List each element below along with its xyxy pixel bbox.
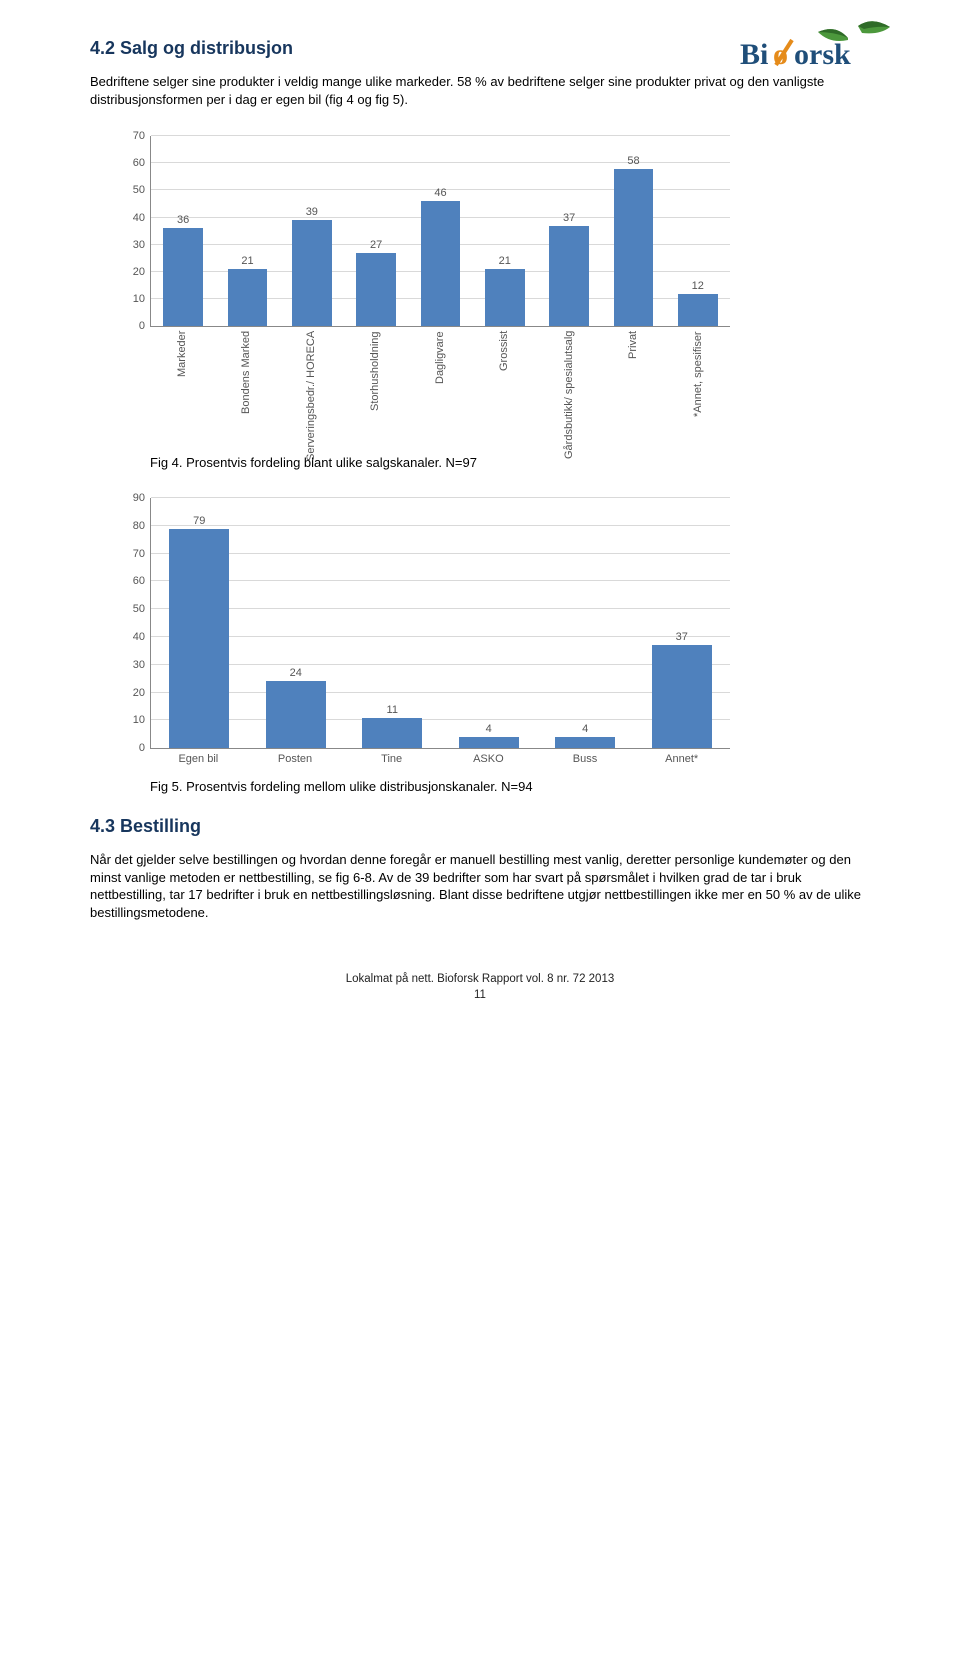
chart-fig4: 010203040506070362139274621375812 Marked… [150,136,730,441]
footer-page-number: 11 [90,987,870,1003]
y-tick-label: 90 [133,492,151,504]
caption-fig4: Fig 4. Prosentvis fordeling blant ulike … [150,455,870,470]
x-axis-label: Grossist [472,331,536,441]
svg-text:Bi: Bi [740,38,768,71]
bar-slot: 58 [601,136,665,326]
bar-value-label: 24 [290,667,302,681]
x-axis-label: Privat [601,331,665,441]
section-4-3-heading: 4.3 Bestilling [90,816,870,837]
x-axis-label: ASKO [440,753,537,765]
bar-slot: 46 [408,136,472,326]
x-axis-label: *Annet, spesifiser [666,331,730,441]
footer-report-ref: Lokalmat på nett. Bioforsk Rapport vol. … [90,971,870,987]
x-axis-label: Posten [247,753,344,765]
bar-slot: 24 [248,498,345,748]
y-tick-label: 70 [133,130,151,142]
bar: 37 [549,226,589,326]
bar: 11 [362,718,422,749]
y-tick-label: 70 [133,548,151,560]
x-axis-label: Serveringsbedr./ HORECA [279,331,343,441]
page-footer: Lokalmat på nett. Bioforsk Rapport vol. … [90,971,870,1003]
bar: 21 [485,269,525,326]
x-axis-label: Markeder [150,331,214,441]
x-axis-label: Dagligvare [408,331,472,441]
bar-slot: 21 [215,136,279,326]
y-tick-label: 20 [133,687,151,699]
y-tick-label: 60 [133,575,151,587]
y-tick-label: 50 [133,184,151,196]
bar-value-label: 58 [627,155,639,169]
y-tick-label: 50 [133,603,151,615]
x-axis-label: Buss [537,753,634,765]
y-tick-label: 30 [133,659,151,671]
bar-slot: 4 [537,498,634,748]
bar: 21 [228,269,268,326]
bar-slot: 36 [151,136,215,326]
chart-fig5: 01020304050607080907924114437 Egen bilPo… [150,498,730,765]
y-tick-label: 20 [133,266,151,278]
bar-value-label: 79 [193,515,205,529]
bar: 24 [266,681,326,748]
bar-slot: 39 [280,136,344,326]
x-axis-label: Tine [343,753,440,765]
y-tick-label: 10 [133,714,151,726]
bar-value-label: 12 [692,280,704,294]
bar: 37 [652,645,712,748]
bar: 36 [163,228,203,326]
bar-value-label: 36 [177,214,189,228]
bar-value-label: 27 [370,239,382,253]
bar-value-label: 39 [306,206,318,220]
bar-slot: 79 [151,498,248,748]
bar-value-label: 37 [563,212,575,226]
x-axis-label: Annet* [633,753,730,765]
y-tick-label: 0 [139,742,151,754]
bar-slot: 11 [344,498,441,748]
bar-value-label: 11 [387,704,398,718]
bioforsk-logo: Bi o orsk [740,20,900,80]
x-axis-label: Egen bil [150,753,247,765]
bar-slot: 12 [666,136,730,326]
bar-value-label: 4 [486,723,492,737]
bar: 39 [292,220,332,326]
section-4-3-body: Når det gjelder selve bestillingen og hv… [90,851,870,921]
bar-slot: 4 [441,498,538,748]
bar-value-label: 37 [676,631,688,645]
bar: 58 [614,169,654,326]
y-tick-label: 40 [133,212,151,224]
bar-value-label: 4 [582,723,588,737]
y-tick-label: 30 [133,239,151,251]
bar: 4 [555,737,615,748]
bar-value-label: 21 [499,255,511,269]
y-tick-label: 10 [133,293,151,305]
y-tick-label: 80 [133,520,151,532]
bar-slot: 37 [634,498,731,748]
bar-value-label: 21 [241,255,253,269]
caption-fig5: Fig 5. Prosentvis fordeling mellom ulike… [150,779,870,794]
x-axis-label: Gårdsbutikk/ spesialutsalg [537,331,601,441]
bar: 4 [459,737,519,748]
x-axis-label: Bondens Marked [214,331,278,441]
y-tick-label: 40 [133,631,151,643]
bar: 46 [421,201,461,326]
svg-text:orsk: orsk [794,38,851,71]
x-axis-label: Storhusholdning [343,331,407,441]
bar: 79 [169,529,229,748]
bar: 27 [356,253,396,326]
bar-slot: 21 [473,136,537,326]
bar-value-label: 46 [434,187,446,201]
bar-slot: 37 [537,136,601,326]
bar: 12 [678,294,718,327]
bar-slot: 27 [344,136,408,326]
y-tick-label: 60 [133,157,151,169]
